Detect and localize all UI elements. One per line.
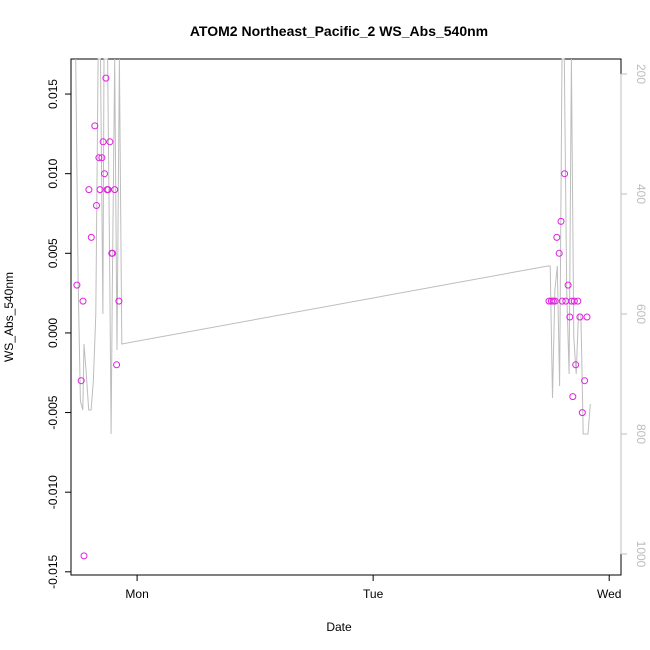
y-axis: -0.015 -0.010 -0.005 0.000 0.005 0.010 0.015 [46,79,72,589]
data-point [99,138,107,146]
y2-tick-label: 600 [634,304,648,324]
x-axis: Mon Tue Wed [125,575,621,601]
y2-axis: 200 400 600 800 1000 [620,64,648,568]
chart-title: ATOM2 Northeast_Pacific_2 WS_Abs_540nm [190,23,488,39]
data-point [87,233,95,241]
data-point [79,297,87,305]
y-tick-label: 0.010 [46,158,60,188]
data-point [557,217,565,225]
y-tick-label: 0.005 [46,238,60,268]
data-point [558,297,566,305]
data-point [570,297,578,305]
x-axis-label: Date [326,620,352,634]
series-line [75,58,591,435]
series-line-layer [75,58,591,435]
data-point [562,297,570,305]
data-point [583,313,591,321]
data-point [102,74,110,82]
data-point [85,186,93,194]
data-point [104,186,112,194]
data-point [555,249,563,257]
data-point [96,186,104,194]
data-point [80,552,88,560]
data-point [111,186,119,194]
y2-tick-label: 400 [634,184,648,204]
data-point [109,249,116,257]
y2-tick-label: 1000 [634,541,648,568]
data-point [101,170,108,178]
data-point [98,154,106,162]
data-point [564,281,572,289]
y2-tick-label: 200 [634,64,648,84]
x-tick-label: Mon [125,587,148,601]
y2-tick-label: 800 [634,424,648,444]
data-point [93,202,100,209]
data-point [566,313,574,321]
data-point [113,361,121,369]
data-point [574,297,582,305]
data-point [578,409,586,417]
plot-frame [70,58,622,576]
y-tick-label: 0.015 [46,79,60,109]
data-point [581,377,589,385]
data-point [91,122,99,130]
y-axis-label: WS_Abs_540nm [2,272,16,362]
data-point [73,281,81,289]
data-point [576,313,584,321]
y-tick-label: 0.000 [46,318,60,348]
data-point [569,393,577,401]
data-point [77,377,85,385]
data-point [561,170,569,178]
x-tick-label: Tue [363,587,384,601]
data-point [551,297,559,305]
data-point [553,233,561,241]
data-point [115,297,123,305]
x-tick-label: Wed [597,587,621,601]
title-group: ATOM2 Northeast_Pacific_2 WS_Abs_540nm [190,23,488,39]
data-point [572,361,580,369]
data-point [95,154,103,162]
data-point [547,297,555,305]
data-point [106,138,114,146]
series-points-layer [73,74,591,560]
y-tick-label: -0.005 [46,395,60,429]
y-tick-label: -0.010 [46,475,60,509]
y-tick-label: -0.015 [46,554,60,588]
